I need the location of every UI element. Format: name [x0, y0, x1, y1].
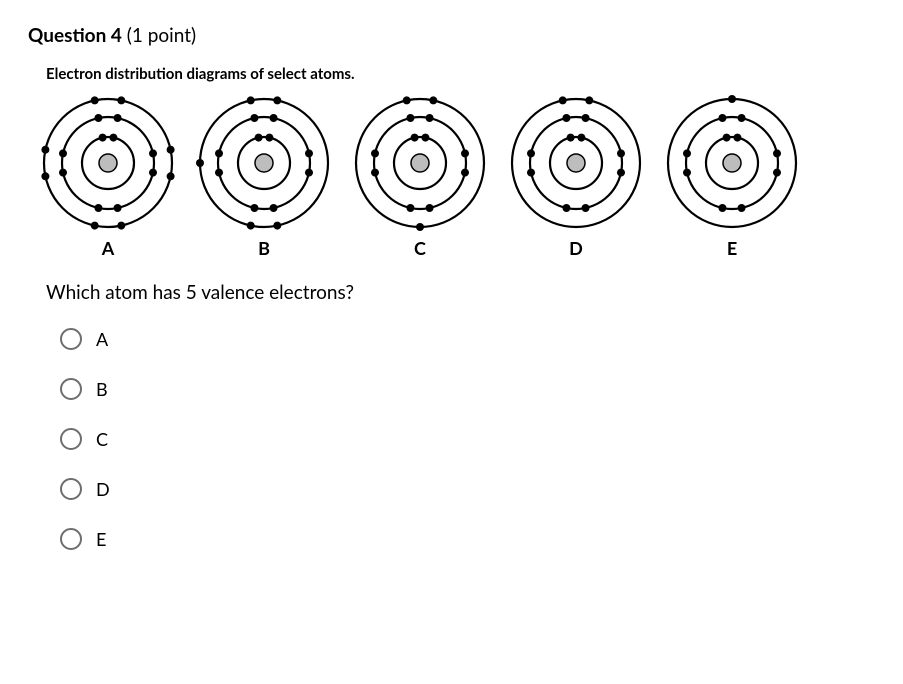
- atom-svg: [350, 93, 490, 233]
- radio-icon[interactable]: [60, 378, 82, 400]
- radio-icon[interactable]: [60, 478, 82, 500]
- atom-label: B: [258, 237, 270, 259]
- question-number: Question 4: [28, 24, 122, 47]
- atom-label: A: [102, 237, 115, 259]
- atom-label: C: [414, 237, 426, 259]
- answer-option[interactable]: B: [60, 378, 875, 400]
- radio-icon[interactable]: [60, 528, 82, 550]
- answer-option[interactable]: D: [60, 478, 875, 500]
- question-prompt: Which atom has 5 valence electrons?: [46, 281, 875, 304]
- atom-diagram: D: [506, 93, 646, 259]
- radio-icon[interactable]: [60, 328, 82, 350]
- option-label: C: [96, 428, 108, 450]
- option-label: B: [96, 378, 108, 400]
- atom-svg: [506, 93, 646, 233]
- atom-svg: [194, 93, 334, 233]
- atom-svg: [38, 93, 178, 233]
- atom-diagram: A: [38, 93, 178, 259]
- answer-options: A B C D E: [60, 328, 875, 550]
- atom-label: E: [727, 237, 737, 259]
- atom-diagram: C: [350, 93, 490, 259]
- atom-svg: [662, 93, 802, 233]
- diagram-caption: Electron distribution diagrams of select…: [46, 65, 875, 83]
- answer-option[interactable]: A: [60, 328, 875, 350]
- answer-option[interactable]: C: [60, 428, 875, 450]
- atom-label: D: [569, 237, 583, 259]
- atom-diagram: E: [662, 93, 802, 259]
- option-label: A: [96, 328, 108, 350]
- answer-option[interactable]: E: [60, 528, 875, 550]
- question-header: Question 4 (1 point): [28, 24, 875, 47]
- atom-diagram-row: A B C D E: [38, 93, 875, 259]
- option-label: E: [96, 528, 106, 550]
- question-points: (1 point): [122, 24, 196, 47]
- atom-diagram: B: [194, 93, 334, 259]
- radio-icon[interactable]: [60, 428, 82, 450]
- option-label: D: [96, 478, 110, 500]
